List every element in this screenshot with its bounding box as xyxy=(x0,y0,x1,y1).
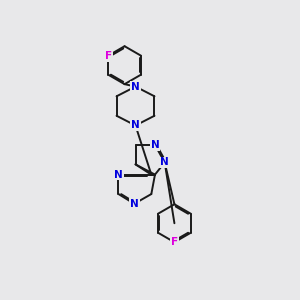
Text: N: N xyxy=(131,82,140,92)
Text: F: F xyxy=(171,237,178,247)
Text: F: F xyxy=(105,51,112,61)
Text: N: N xyxy=(151,140,159,150)
Text: N: N xyxy=(130,199,139,209)
Text: N: N xyxy=(114,169,123,180)
Text: N: N xyxy=(131,121,140,130)
Text: N: N xyxy=(160,158,169,167)
